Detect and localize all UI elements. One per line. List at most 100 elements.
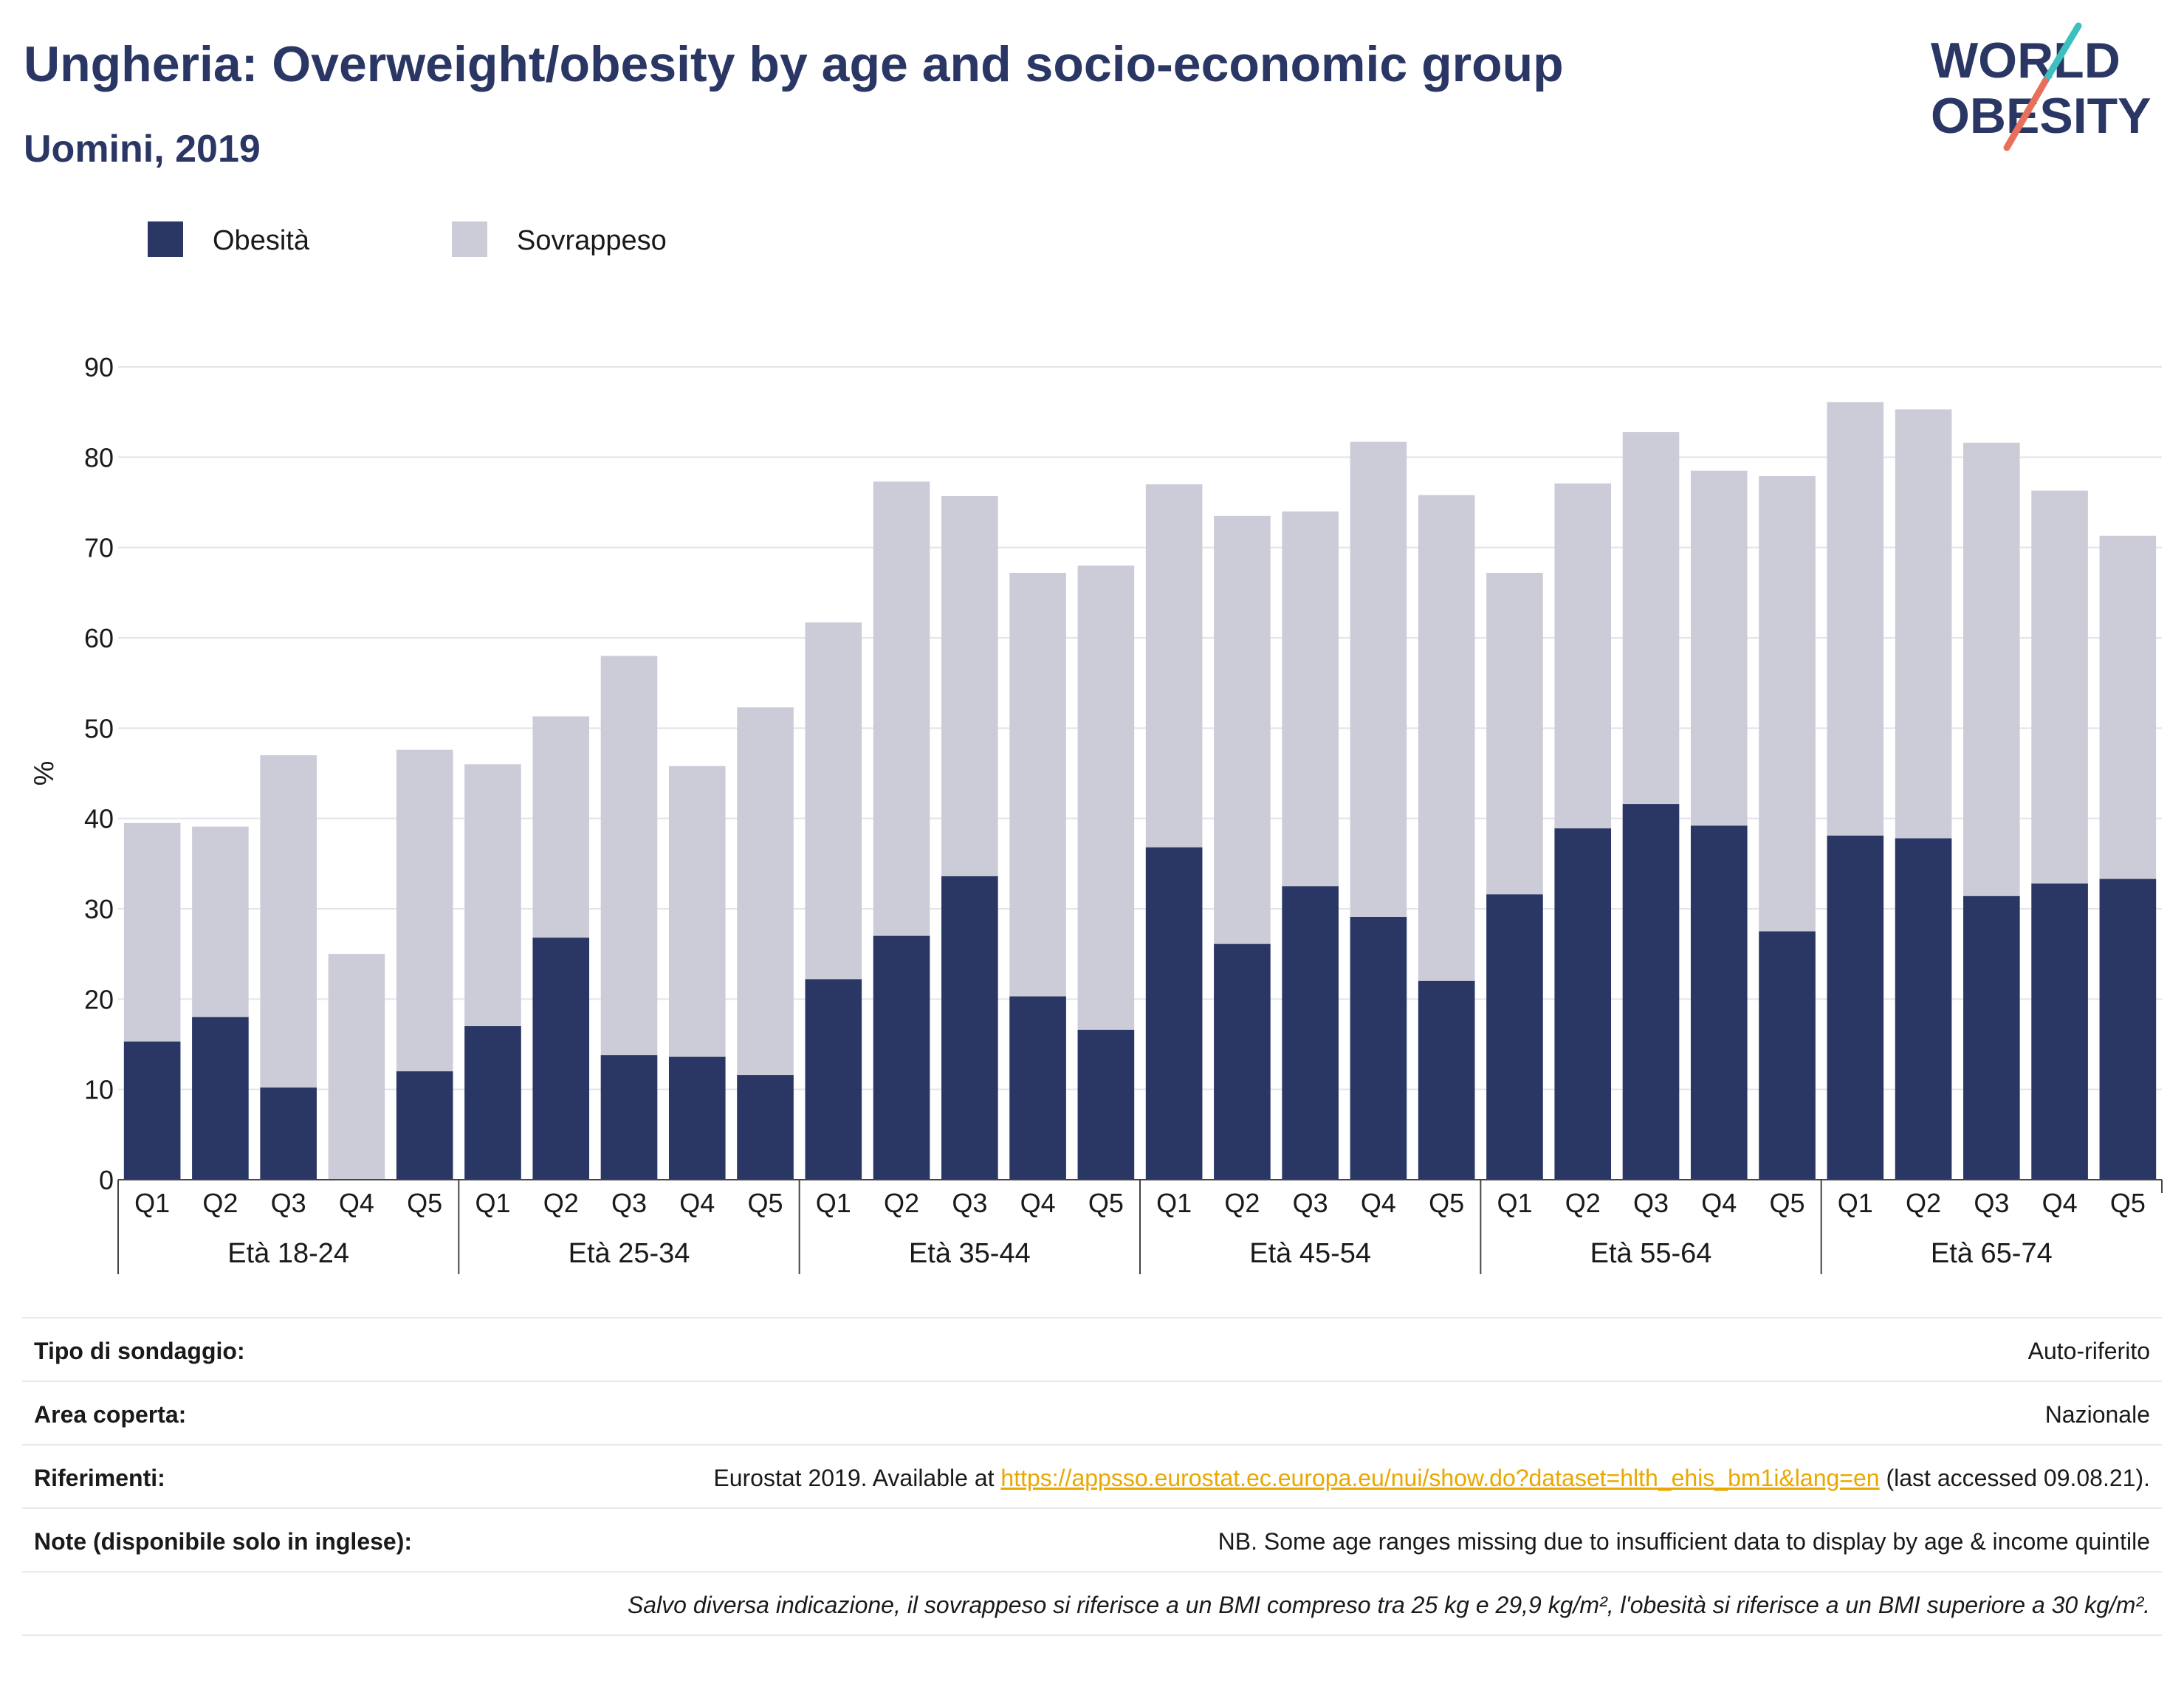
x-tick-label: Q5 — [2110, 1188, 2146, 1218]
y-tick-label: 30 — [84, 894, 114, 924]
bar-obesity — [1895, 838, 1952, 1180]
x-tick-label: Q1 — [1497, 1188, 1532, 1218]
bar-obesity — [1554, 828, 1612, 1180]
chart-bars — [123, 402, 2157, 1180]
bar-obesity — [192, 1017, 249, 1180]
x-tick-label: Q3 — [611, 1188, 647, 1218]
x-tick-label: Q1 — [816, 1188, 851, 1218]
x-tick-label: Q2 — [884, 1188, 919, 1218]
logo-line-obesity: OBESITY — [1931, 88, 2152, 144]
bar-obesity — [1350, 917, 1407, 1180]
x-tick-label: Q5 — [748, 1188, 783, 1218]
footer-row-area: Area coperta: Nazionale — [22, 1381, 2162, 1444]
x-tick-label: Q3 — [1974, 1188, 2009, 1218]
x-group-label: Età 35-44 — [909, 1238, 1031, 1269]
footer-value: Nazionale — [2044, 1401, 2150, 1428]
x-tick-label: Q4 — [1020, 1188, 1056, 1218]
x-tick-label: Q5 — [407, 1188, 442, 1218]
x-axis: Q1 Q2 Q3 Q4 Q5 Età 18-24 Q1 Q2 Q3 Q4 Q5 Età 25-34 Q1… — [117, 1179, 2163, 1274]
bar-obesity — [1077, 1029, 1135, 1180]
logo-slash-teal — [2042, 22, 2082, 85]
legend-label-obesity: Obesità — [213, 225, 310, 256]
x-group-label: Età 18-24 — [227, 1238, 349, 1269]
bar-obesity — [1759, 931, 1816, 1180]
x-tick-label: Q2 — [1224, 1188, 1260, 1218]
footer-value: Eurostat 2019. Available at https://apps… — [713, 1462, 2150, 1494]
x-tick-label: Q1 — [134, 1188, 170, 1218]
x-group-label: Età 45-54 — [1249, 1238, 1371, 1269]
footer-label: Riferimenti: — [34, 1465, 165, 1491]
y-tick-label: 40 — [84, 804, 114, 834]
y-tick-label: 70 — [84, 533, 114, 563]
bar-obesity — [396, 1071, 453, 1180]
x-group-label: Età 65-74 — [1931, 1238, 2053, 1269]
x-tick-label: Q5 — [1770, 1188, 1805, 1218]
footer-value: NB. Some age ranges missing due to insuf… — [1218, 1528, 2150, 1555]
y-tick-label: 80 — [84, 442, 114, 472]
bar-overweight — [328, 954, 385, 1180]
bar-obesity — [2031, 883, 2088, 1180]
footer-row-notes: Note (disponibile solo in inglese): NB. … — [22, 1507, 2162, 1571]
bar-obesity — [1282, 886, 1339, 1180]
bar-obesity — [668, 1056, 726, 1180]
page-title: Ungheria: Overweight/obesity by age and … — [24, 36, 1564, 92]
bar-obesity — [873, 935, 930, 1180]
x-tick-label: Q4 — [679, 1188, 715, 1218]
reference-text: Eurostat 2019. Available at — [713, 1465, 1001, 1491]
footer-label: Tipo di sondaggio: — [34, 1338, 245, 1364]
bar-obesity — [123, 1041, 181, 1180]
legend-label-overweight: Sovrappeso — [517, 225, 667, 256]
x-tick-label: Q3 — [1633, 1188, 1669, 1218]
x-tick-label: Q2 — [202, 1188, 238, 1218]
bar-obesity — [1622, 804, 1680, 1180]
footer-table: Tipo di sondaggio: Auto-riferito Area co… — [22, 1317, 2162, 1636]
x-tick-label: Q5 — [1429, 1188, 1464, 1218]
footer-label: Area coperta: — [34, 1401, 187, 1428]
x-tick-label: Q2 — [543, 1188, 579, 1218]
x-tick-label: Q2 — [1906, 1188, 1941, 1218]
bar-obesity — [941, 876, 998, 1180]
bar-obesity — [1009, 996, 1066, 1180]
legend-swatch-overweight — [452, 221, 487, 257]
x-tick-label: Q5 — [1088, 1188, 1124, 1218]
y-axis: 0 10 20 30 40 50 60 70 80 90% — [29, 352, 114, 1195]
bar-obesity — [1145, 847, 1203, 1180]
bar-obesity — [1827, 835, 1884, 1180]
footer-value: Auto-riferito — [2027, 1338, 2150, 1364]
y-tick-label: 0 — [99, 1165, 114, 1195]
logo-line-world: WORLD — [1931, 32, 2121, 89]
y-tick-label: 90 — [84, 352, 114, 382]
chart-gridlines — [118, 366, 2162, 1090]
x-tick-label: Q1 — [1156, 1188, 1192, 1218]
stacked-bar-chart: Obesità Sovrappeso 0 10 20 30 40 50 60 70 80 90% Q… — [29, 221, 2163, 1274]
bar-obesity — [600, 1055, 658, 1180]
logo-slash-coral — [2003, 78, 2049, 151]
reference-accessed: (last accessed 09.08.21). — [1879, 1465, 2150, 1491]
y-tick-label: 50 — [84, 713, 114, 743]
x-tick-label: Q4 — [339, 1188, 374, 1218]
x-group-label: Età 55-64 — [1590, 1238, 1712, 1269]
x-tick-label: Q3 — [1293, 1188, 1328, 1218]
reference-link[interactable]: https://appsso.eurostat.ec.europa.eu/nui… — [1000, 1465, 1880, 1491]
x-tick-label: Q4 — [1701, 1188, 1737, 1218]
footer-row-survey-type: Tipo di sondaggio: Auto-riferito — [22, 1317, 2162, 1381]
y-tick-label: 60 — [84, 623, 114, 653]
y-tick-label: 20 — [84, 984, 114, 1014]
y-axis-label: % — [29, 761, 60, 786]
world-obesity-logo: WORLD OBESITY — [1931, 22, 2152, 151]
bar-obesity — [464, 1026, 521, 1180]
x-tick-label: Q4 — [1361, 1188, 1396, 1218]
bar-obesity — [1486, 894, 1543, 1180]
x-group-label: Età 25-34 — [569, 1238, 690, 1269]
page-subtitle: Uomini, 2019 — [24, 128, 261, 171]
y-tick-label: 10 — [84, 1075, 114, 1105]
bar-obesity — [737, 1075, 794, 1180]
footer-row-references: Riferimenti: Eurostat 2019. Available at… — [22, 1444, 2162, 1507]
bmi-definition-note: Salvo diversa indicazione, il sovrappeso… — [627, 1592, 2150, 1618]
bar-obesity — [1214, 943, 1271, 1180]
x-tick-label: Q1 — [1838, 1188, 1873, 1218]
bar-obesity — [260, 1087, 317, 1180]
x-tick-label: Q2 — [1565, 1188, 1601, 1218]
x-tick-label: Q3 — [952, 1188, 987, 1218]
x-tick-label: Q4 — [2042, 1188, 2078, 1218]
